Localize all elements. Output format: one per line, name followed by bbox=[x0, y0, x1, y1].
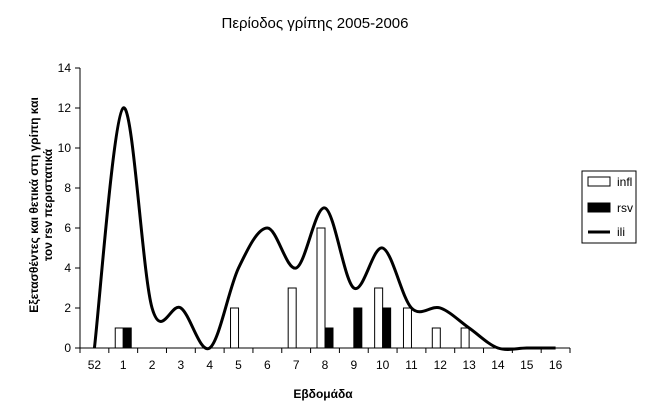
chart-title: Περίοδος γρίπης 2005-2006 bbox=[221, 15, 408, 32]
bar-infl bbox=[230, 307, 240, 349]
x-tick-label: 2 bbox=[149, 358, 156, 372]
x-tick-label: 7 bbox=[293, 358, 300, 372]
bar-rsv bbox=[382, 307, 392, 349]
x-tick-label: 1 bbox=[120, 358, 127, 372]
y-tick-label: 10 bbox=[58, 141, 72, 155]
x-tick-label: 10 bbox=[376, 358, 390, 372]
x-tick-label: 16 bbox=[549, 358, 563, 372]
bar-infl bbox=[287, 287, 297, 349]
bar-infl bbox=[114, 327, 124, 349]
bar-infl bbox=[402, 307, 412, 349]
x-tick-label: 8 bbox=[322, 358, 329, 372]
legend: infl rsv ili bbox=[581, 170, 637, 244]
legend-rsv-label: rsv bbox=[617, 201, 633, 215]
x-tick-label: 14 bbox=[491, 358, 505, 372]
bar-rsv bbox=[324, 327, 334, 349]
legend-rsv-swatch bbox=[587, 202, 611, 213]
bar-rsv bbox=[122, 327, 132, 349]
x-tick-label: 52 bbox=[88, 358, 102, 372]
x-tick-label: 6 bbox=[264, 358, 271, 372]
legend-infl-label: infl bbox=[617, 175, 632, 189]
legend-ili-label: ili bbox=[617, 225, 625, 239]
y-axis-title-line-2: τον rsv περιστατικά bbox=[41, 148, 55, 261]
y-axis-title: Εξετασθέντες και θετικά στη γρίπη και το… bbox=[27, 97, 55, 313]
y-tick-label: 12 bbox=[58, 101, 72, 115]
x-tick-label: 4 bbox=[206, 358, 213, 372]
x-tick-label: 11 bbox=[405, 358, 418, 372]
bar-rsv bbox=[353, 307, 363, 349]
bar-infl bbox=[431, 327, 441, 349]
x-tick-label: 9 bbox=[350, 358, 357, 372]
x-axis-title: Εβδομάδα bbox=[293, 387, 353, 401]
y-tick-label: 4 bbox=[64, 261, 71, 275]
bar-infl bbox=[460, 327, 470, 349]
line-ili bbox=[92, 106, 556, 351]
bar-infl bbox=[374, 287, 384, 349]
y-tick-label: 2 bbox=[64, 301, 71, 315]
x-tick-label: 15 bbox=[520, 358, 534, 372]
y-axis-title-line-1: Εξετασθέντες και θετικά στη γρίπη και bbox=[27, 97, 41, 313]
y-tick-label: 14 bbox=[58, 61, 72, 75]
x-tick-label: 3 bbox=[178, 358, 185, 372]
x-tick-label: 5 bbox=[235, 358, 242, 372]
y-tick-label: 8 bbox=[64, 181, 71, 195]
x-tick-label: 12 bbox=[434, 358, 448, 372]
y-tick-label: 0 bbox=[64, 341, 71, 355]
y-tick-label: 6 bbox=[64, 221, 71, 235]
x-tick-label: 13 bbox=[462, 358, 476, 372]
legend-infl-swatch bbox=[587, 176, 611, 187]
bar-infl bbox=[316, 227, 326, 349]
